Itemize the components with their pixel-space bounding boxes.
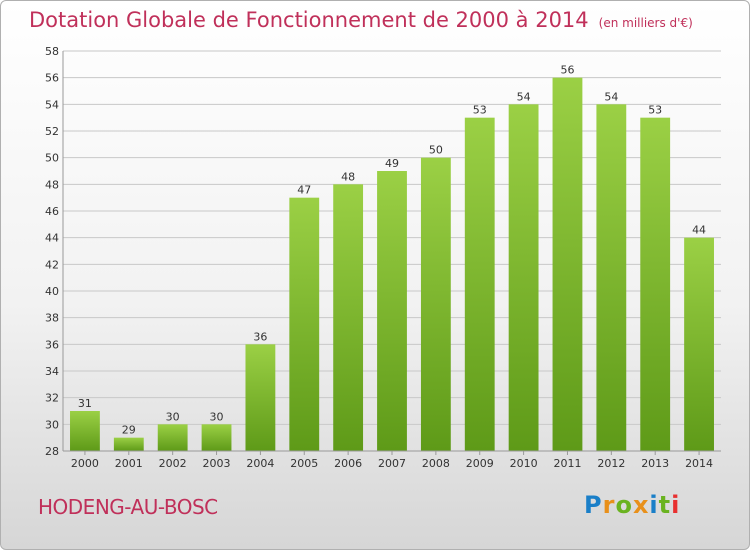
x-tick-label: 2003 (203, 457, 231, 470)
y-tick-label: 42 (45, 258, 59, 271)
y-tick-label: 56 (45, 72, 59, 85)
y-tick-label: 44 (45, 232, 59, 245)
bar-value-label: 53 (648, 104, 662, 117)
bar-value-label: 44 (692, 224, 706, 237)
y-tick-label: 40 (45, 285, 59, 298)
y-tick-label: 52 (45, 125, 59, 138)
bar (508, 104, 539, 451)
logo-letter: o (615, 491, 633, 519)
bar-value-label: 54 (604, 90, 618, 103)
x-tick-label: 2011 (553, 457, 581, 470)
bars: 31 29 30 30 36 47 48 49 50 53 54 56 54 53 44 (70, 64, 714, 452)
bar (245, 344, 276, 451)
bar-value-label: 53 (473, 104, 487, 117)
bar (420, 157, 451, 451)
x-tick-label: 2013 (641, 457, 669, 470)
y-tick-label: 50 (45, 152, 59, 165)
bar-value-label: 49 (385, 157, 399, 170)
bar (640, 117, 671, 452)
bar-value-label: 29 (122, 424, 136, 437)
y-tick-label: 58 (45, 45, 59, 58)
bar (70, 411, 100, 451)
x-tick-label: 2000 (71, 457, 99, 470)
logo-letter: i (671, 491, 681, 519)
bar (201, 424, 232, 451)
place-name: HODENG-AU-BOSC (38, 495, 218, 519)
bar-value-label: 54 (517, 90, 531, 103)
bar-value-label: 31 (78, 397, 92, 410)
x-tick-label: 2007 (378, 457, 406, 470)
bar-value-label: 36 (253, 330, 267, 343)
bar (113, 437, 144, 451)
logo-letter: t (658, 491, 672, 519)
chart-title: Dotation Globale de Fonctionnement de 20… (29, 8, 693, 32)
logo-letter: P (584, 491, 603, 519)
x-tick-label: 2012 (597, 457, 625, 470)
x-tick-label: 2006 (334, 457, 362, 470)
x-tick-label: 2014 (685, 457, 713, 470)
bar (377, 171, 407, 451)
logo-letter: i (649, 491, 659, 519)
y-tick-label: 36 (45, 338, 59, 351)
y-tick-label: 30 (45, 418, 59, 431)
bar (333, 184, 364, 452)
x-tick-label: 2005 (290, 457, 318, 470)
chart-unit: (en milliers d'€) (598, 16, 693, 30)
bar-value-label: 30 (210, 410, 224, 423)
bar (289, 197, 320, 451)
y-tick-label: 54 (45, 98, 59, 111)
y-tick-label: 46 (45, 205, 59, 218)
x-tick-label: 2001 (115, 457, 143, 470)
bar-value-label: 48 (341, 170, 355, 183)
x-tick-label: 2008 (422, 457, 450, 470)
y-tick-label: 32 (45, 392, 59, 405)
logo-letter: r (602, 491, 616, 519)
y-tick-label: 28 (45, 445, 59, 458)
bar (464, 117, 495, 452)
bar (684, 237, 714, 451)
bar (157, 424, 188, 451)
proxiti-logo: Proxiti (584, 491, 680, 519)
bar-value-label: 47 (297, 184, 311, 197)
axes: 28 30 32 34 36 38 40 42 44 46 48 50 52 54 56 58 2000 2001… (45, 45, 721, 470)
x-tick-label: 2010 (510, 457, 538, 470)
x-tick-label: 2004 (246, 457, 274, 470)
bar-value-label: 56 (560, 64, 574, 77)
bar (552, 77, 583, 452)
x-tick-label: 2009 (466, 457, 494, 470)
y-tick-label: 34 (45, 365, 59, 378)
chart-title-text: Dotation Globale de Fonctionnement de 20… (29, 8, 589, 32)
y-tick-label: 48 (45, 178, 59, 191)
logo-letter: x (632, 491, 650, 519)
bar-value-label: 30 (166, 410, 180, 423)
bar-value-label: 50 (429, 144, 443, 157)
bar (596, 104, 627, 451)
y-tick-label: 38 (45, 312, 59, 325)
x-tick-label: 2002 (159, 457, 187, 470)
